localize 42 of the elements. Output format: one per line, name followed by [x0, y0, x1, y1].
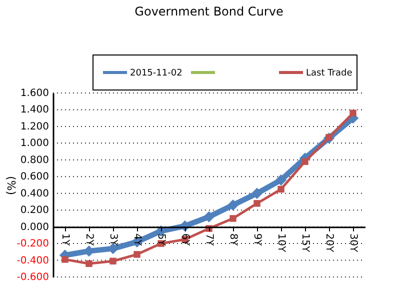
y-tick-label: 0.200 [20, 205, 49, 216]
y-tick-label: 1.200 [20, 121, 49, 132]
y-tick-label: -0.200 [16, 238, 49, 250]
point [227, 199, 239, 211]
x-tick-label: 30Y [348, 233, 358, 254]
y-tick-label: 1.000 [20, 138, 49, 150]
y-axis-title: (%) [4, 176, 18, 196]
x-tick-label: 7Y [204, 233, 214, 247]
point [230, 215, 236, 222]
x-tick-label: 20Y [324, 233, 334, 254]
x-tick-label: 5Y [156, 233, 166, 247]
y-tick-label: 0.600 [20, 172, 49, 183]
y-tick-label: -0.600 [16, 272, 49, 283]
point [134, 251, 140, 258]
point [86, 260, 92, 267]
x-tick-label: 3Y [108, 233, 118, 247]
x-tick-label: 1Y [60, 233, 70, 247]
x-tick-label: 4Y [132, 233, 142, 247]
chart-title: Government Bond Curve [134, 4, 284, 18]
legend-label: 2015-11-02 [130, 68, 182, 78]
point [254, 200, 260, 207]
y-tick-label: 1.600 [20, 88, 49, 99]
y-tick-label: -0.400 [16, 255, 49, 266]
y-tick-label: 0.800 [20, 154, 49, 166]
y-tick-label: 0.000 [20, 222, 49, 233]
point [203, 211, 215, 222]
x-tick-label: 6Y [180, 233, 190, 247]
x-tick-label: 15Y [300, 233, 310, 254]
y-tick-label: 0.400 [20, 188, 49, 200]
legend-label: Last Trade [306, 68, 353, 78]
y-tick-label: 1.400 [20, 104, 49, 116]
x-tick-label: 9Y [252, 233, 262, 247]
point [62, 256, 68, 263]
point [278, 186, 284, 193]
x-tick-label: 2Y [84, 233, 94, 247]
point [110, 258, 116, 264]
point [251, 188, 263, 199]
x-tick-label: 8Y [228, 233, 238, 247]
point [302, 158, 308, 165]
point [275, 174, 287, 186]
x-tick-label: 10Y [276, 233, 286, 254]
point [350, 110, 356, 116]
